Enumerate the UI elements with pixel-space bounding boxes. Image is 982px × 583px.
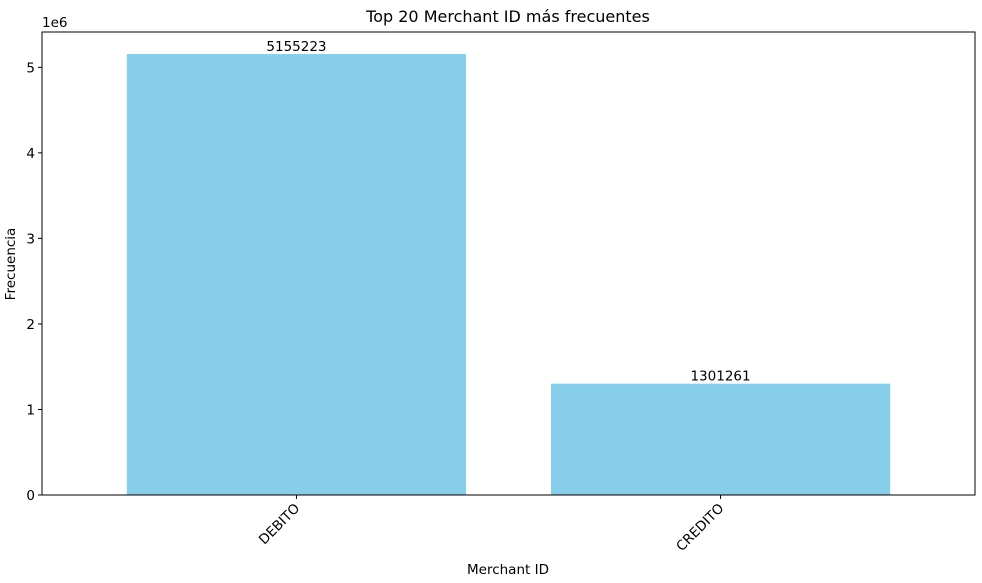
data-labels-group: 5155223 1301261 — [266, 39, 750, 385]
y-tick-label-1: 1 — [26, 402, 35, 418]
x-axis-ticks: DEBITO CREDITO — [256, 495, 727, 555]
y-tick-label-5: 5 — [26, 60, 35, 76]
chart-title: Top 20 Merchant ID más frecuentes — [365, 7, 650, 26]
y-tick-label-2: 2 — [26, 317, 35, 333]
y-axis-offset-label: 1e6 — [42, 15, 67, 31]
x-tick-label-credito: CREDITO — [673, 501, 727, 555]
y-tick-label-0: 0 — [26, 488, 35, 504]
data-label-credito: 1301261 — [690, 369, 750, 385]
y-tick-label-4: 4 — [26, 146, 35, 162]
bars-group — [126, 54, 891, 495]
data-label-debito: 5155223 — [266, 39, 326, 55]
x-tick-label-debito: DEBITO — [256, 501, 303, 548]
x-axis-label: Merchant ID — [467, 562, 549, 578]
bar-debito — [126, 54, 467, 495]
plot-frame — [41, 31, 976, 496]
y-axis-ticks: 0 1 2 3 4 5 — [26, 60, 42, 504]
y-tick-label-3: 3 — [26, 231, 35, 247]
bar-credito — [550, 383, 891, 495]
y-axis-label: Frecuencia — [3, 228, 19, 301]
